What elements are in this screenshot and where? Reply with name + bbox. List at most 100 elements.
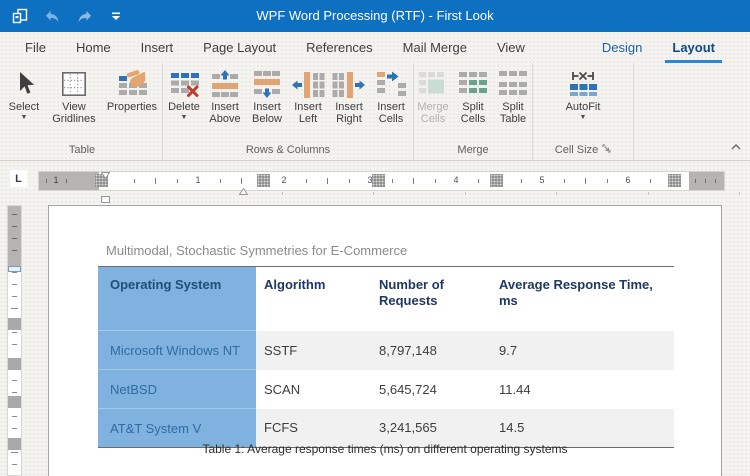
view-gridlines-icon <box>59 67 89 101</box>
table-row: Microsoft Windows NT SSTF 8,797,148 9.7 <box>98 330 674 370</box>
vruler-tick <box>12 344 17 345</box>
table-cell[interactable]: AT&T System V <box>98 408 256 448</box>
document-page[interactable]: Multimodal, Stochastic Symmetries for E-… <box>48 205 722 476</box>
table-cell[interactable]: FCFS <box>256 408 371 448</box>
row-grip[interactable] <box>8 358 21 370</box>
quick-access-dropdown-icon[interactable] <box>106 6 126 26</box>
ruler-right-margin <box>689 172 724 190</box>
first-line-indent-marker[interactable] <box>100 166 111 184</box>
tab-mail-merge[interactable]: Mail Merge <box>402 40 467 55</box>
insert-left-button[interactable]: Insert Left <box>289 66 327 126</box>
vruler-tick <box>12 380 17 381</box>
group-label: Rows & Columns <box>163 143 413 160</box>
split-cells-button[interactable]: Split Cells <box>454 66 492 126</box>
vruler-tick <box>12 284 17 285</box>
table-cell[interactable]: 8,797,148 <box>371 330 491 370</box>
titlebar: WPF Word Processing (RTF) - First Look <box>0 0 750 32</box>
vruler-tick <box>12 464 17 465</box>
tab-stop-selector[interactable]: L <box>10 170 27 187</box>
tab-view[interactable]: View <box>496 40 525 55</box>
vruler-tick <box>12 296 17 297</box>
dialog-launcher-icon[interactable] <box>602 144 611 156</box>
ribbon: Select ▼ View Gridlines Properties Table Dele… <box>0 63 750 161</box>
undo-icon[interactable] <box>42 6 62 26</box>
group-label: Table <box>2 143 162 160</box>
insert-above-button[interactable]: Insert Above <box>205 66 245 126</box>
row-grip[interactable] <box>8 266 21 272</box>
table-cell[interactable]: 5,645,724 <box>379 381 437 397</box>
document-workspace: Multimodal, Stochastic Symmetries for E-… <box>0 200 750 476</box>
ruler-tick <box>413 178 414 184</box>
view-gridlines-button[interactable]: View Gridlines <box>45 66 103 126</box>
quick-access-toolbar <box>10 0 126 32</box>
table-cell[interactable]: 11.44 <box>499 381 531 397</box>
left-indent-marker[interactable] <box>101 190 110 208</box>
dropdown-arrow-icon: ▼ <box>180 114 188 121</box>
table-header-cell[interactable]: Number of Requests <box>379 277 444 308</box>
column-grip[interactable] <box>490 174 503 187</box>
column-grip[interactable] <box>257 174 270 187</box>
group-label-text: Rows & Columns <box>245 144 331 156</box>
vruler-tick <box>12 250 17 251</box>
redo-icon[interactable] <box>74 6 94 26</box>
tab-layout[interactable]: Layout <box>657 32 730 63</box>
insert-below-icon <box>250 67 284 101</box>
ruler-tick <box>46 179 47 183</box>
insert-right-button[interactable]: Insert Right <box>329 66 369 126</box>
row-grip[interactable] <box>8 396 21 408</box>
document-heading[interactable]: Multimodal, Stochastic Symmetries for E-… <box>106 243 408 258</box>
column-grip[interactable] <box>668 174 681 187</box>
merge-cells-button: Merge Cells <box>414 66 452 126</box>
table-cell[interactable]: NetBSD <box>98 369 256 409</box>
tab-design[interactable]: Design <box>601 40 643 55</box>
autofit-button[interactable]: AutoFit ▼ <box>564 66 603 122</box>
row-grip[interactable] <box>8 318 21 330</box>
group-buttons: AutoFit ▼ <box>533 63 633 143</box>
ruler-tick <box>348 179 350 183</box>
delete-button[interactable]: Delete ▼ <box>165 66 203 122</box>
table-header-cell[interactable]: Average Response Time, ms <box>499 277 653 308</box>
vertical-ruler[interactable] <box>7 205 22 476</box>
ruler-tick <box>241 178 242 184</box>
horizontal-ruler[interactable]: 1 1 2 3 4 5 6 <box>38 171 725 191</box>
collapse-ribbon-icon[interactable] <box>731 137 741 155</box>
tab-file[interactable]: File <box>25 40 46 55</box>
table-header-cell[interactable]: Operating System <box>98 266 256 331</box>
select-button[interactable]: Select ▼ <box>5 66 43 122</box>
tab-page-layout[interactable]: Page Layout <box>203 40 277 55</box>
group-buttons: Select ▼ View Gridlines Properties <box>2 63 162 143</box>
column-grip[interactable] <box>372 174 385 187</box>
table-header-cell[interactable]: Algorithm <box>264 277 326 292</box>
ruler-tick <box>305 179 307 183</box>
button-label: Merge Cells <box>417 101 449 125</box>
ruler-tick <box>66 179 67 183</box>
ruler-number: 5 <box>539 175 545 185</box>
vruler-tick <box>12 428 17 429</box>
button-label: Properties <box>106 101 158 113</box>
tab-insert[interactable]: Insert <box>140 40 174 55</box>
insert-below-button[interactable]: Insert Below <box>247 66 287 126</box>
properties-button[interactable]: Properties <box>105 66 159 114</box>
ruler-subtick <box>464 192 466 195</box>
ruler-number: 3 <box>367 175 373 185</box>
table-cell[interactable]: 9.7 <box>491 330 674 370</box>
app-icon[interactable] <box>10 6 30 26</box>
document-table[interactable]: Operating System Algorithm Number of Reque… <box>98 266 674 448</box>
vruler-tick <box>12 332 17 333</box>
table-cell[interactable]: SSTF <box>256 330 371 370</box>
table-cell[interactable]: 3,241,565 <box>371 408 491 448</box>
ruler-tick <box>434 179 436 183</box>
table-caption[interactable]: Table 1: Average response times (ms) on … <box>202 442 568 456</box>
row-grip[interactable] <box>8 438 21 450</box>
table-cell[interactable]: 14.5 <box>491 408 674 448</box>
insert-cells-button[interactable]: Insert Cells <box>371 66 411 126</box>
split-table-button[interactable]: Split Table <box>494 66 532 126</box>
button-label: Split Cells <box>460 101 486 125</box>
hanging-indent-marker[interactable] <box>238 182 249 200</box>
tab-home[interactable]: Home <box>75 40 111 55</box>
ruler-tick <box>606 179 608 183</box>
table-cell[interactable]: Microsoft Windows NT <box>98 330 256 370</box>
table-cell[interactable]: SCAN <box>264 381 301 397</box>
tab-references[interactable]: References <box>306 40 373 55</box>
